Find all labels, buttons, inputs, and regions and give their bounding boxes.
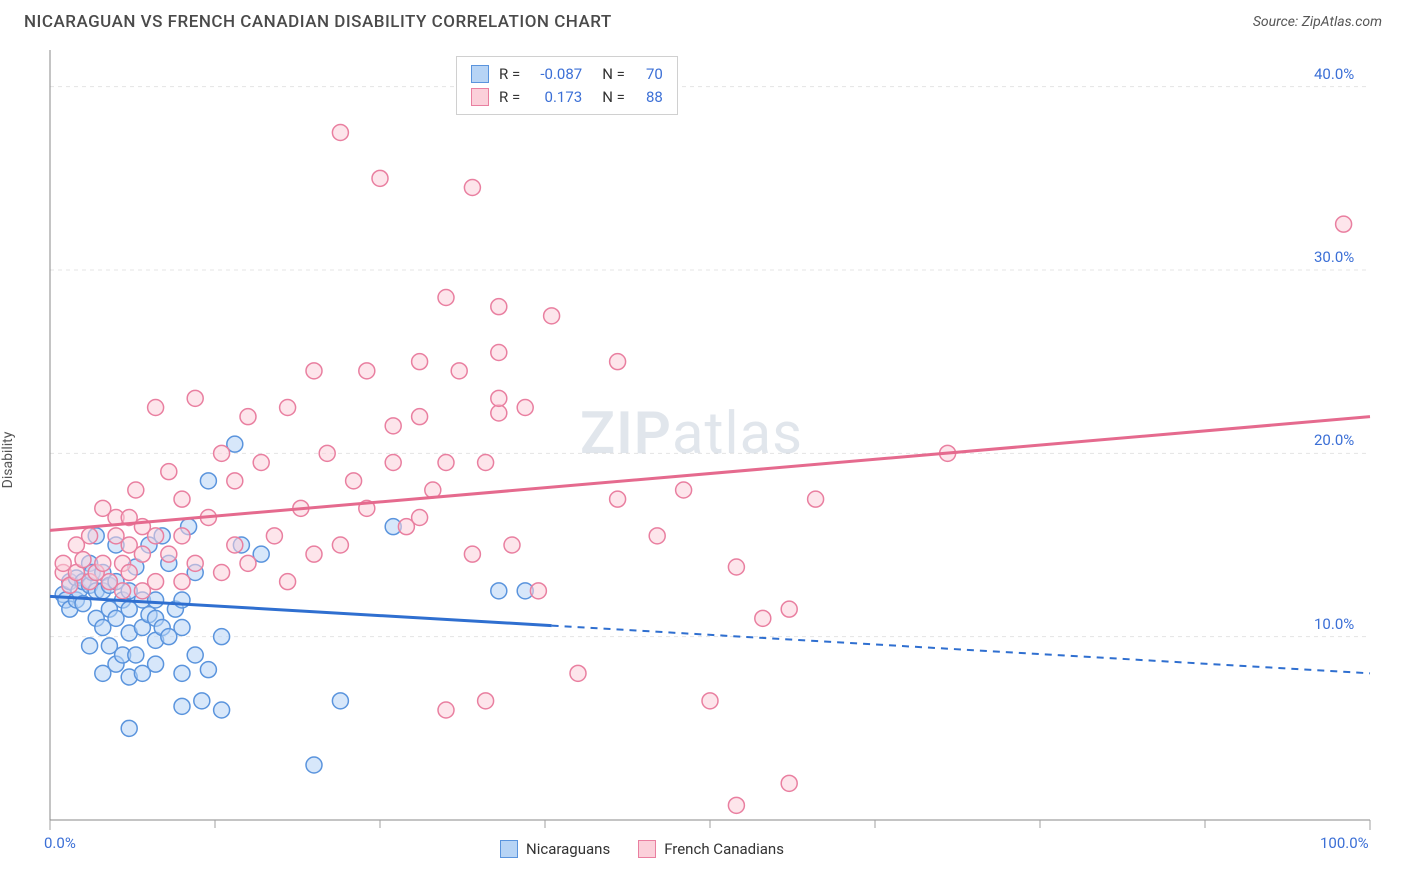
y-tick-label: 30.0% — [1314, 248, 1354, 266]
y-tick-label: 20.0% — [1314, 431, 1354, 449]
n-value: 70 — [635, 63, 663, 86]
chart-title: NICARAGUAN VS FRENCH CANADIAN DISABILITY… — [24, 12, 612, 32]
source-credit: Source: ZipAtlas.com — [1253, 14, 1382, 30]
r-label: R = — [499, 63, 520, 86]
legend-swatch — [471, 65, 489, 83]
x-tick-label: 0.0% — [44, 834, 76, 852]
y-axis-label: Disability — [0, 432, 16, 489]
stats-row: R = 0.173 N = 88 — [471, 86, 663, 109]
n-label: N = — [602, 86, 625, 109]
r-value: 0.173 — [530, 86, 582, 109]
n-label: N = — [602, 63, 625, 86]
scatter-chart-svg — [0, 40, 1406, 880]
chart-area: Disability ZIPatlas R =-0.087N =70R =0.1… — [0, 40, 1406, 880]
legend-swatch — [471, 88, 489, 106]
r-label: R = — [499, 86, 520, 109]
stats-row: R = -0.087 N = 70 — [471, 63, 663, 86]
source-prefix: Source: — [1253, 14, 1302, 30]
legend-swatch — [500, 840, 518, 858]
legend-item: Nicaraguans — [500, 840, 610, 858]
y-tick-label: 10.0% — [1314, 615, 1354, 633]
bottom-legend: Nicaraguans French Canadians — [500, 840, 784, 858]
r-value: -0.087 — [530, 63, 582, 86]
legend-swatch — [638, 840, 656, 858]
stats-legend-box: R = -0.087 N = 70 R = 0.173 N = 88 — [456, 56, 678, 115]
legend-label: Nicaraguans — [526, 840, 610, 858]
n-value: 88 — [635, 86, 663, 109]
legend-label: French Canadians — [664, 840, 784, 858]
x-tick-label: 100.0% — [1320, 834, 1369, 852]
y-tick-label: 40.0% — [1314, 65, 1354, 83]
source-name: ZipAtlas.com — [1302, 14, 1382, 30]
legend-item: French Canadians — [638, 840, 784, 858]
